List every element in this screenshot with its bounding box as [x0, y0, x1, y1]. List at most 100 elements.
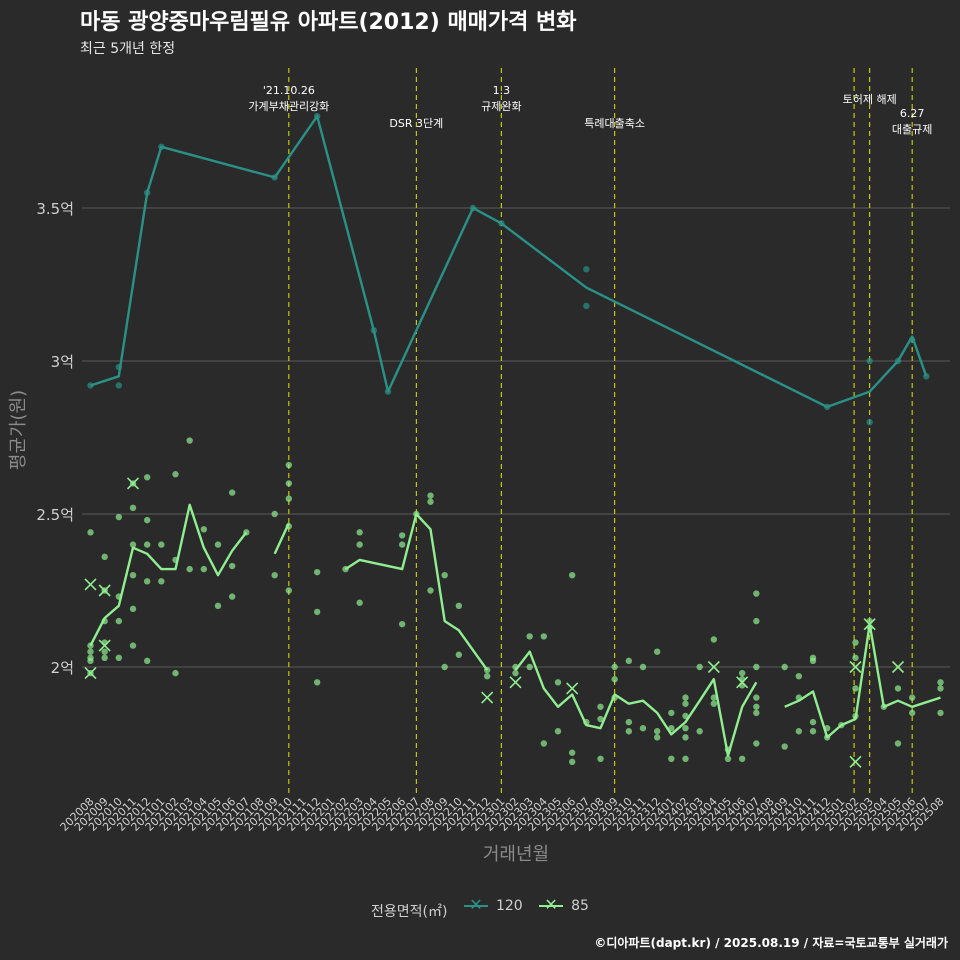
data-point-85	[200, 565, 208, 573]
data-point-85	[568, 758, 576, 766]
data-point-85	[101, 654, 108, 662]
data-point-85	[356, 599, 363, 606]
y-tick-label: 2억	[51, 659, 74, 677]
data-point-85	[852, 654, 859, 662]
data-point-85	[101, 553, 108, 561]
cross-marker-85	[891, 660, 905, 674]
series-line-85	[89, 503, 248, 647]
cross-stroke	[566, 682, 579, 695]
legend-item-85: ✕ 85	[537, 895, 589, 916]
cross-stroke	[84, 667, 97, 680]
data-point-85	[937, 685, 944, 692]
event-label-6: 대출규제	[892, 123, 932, 136]
data-point-85	[738, 755, 746, 762]
event-label-6: 6.27	[900, 107, 925, 120]
data-point-85	[540, 740, 548, 747]
cross-marker-85	[849, 755, 862, 768]
data-point-85	[441, 572, 448, 579]
data-point-85	[158, 541, 165, 548]
cross-marker-85	[736, 676, 749, 689]
data-point-85	[639, 725, 647, 732]
cross-stroke	[509, 676, 522, 689]
data-point-85	[625, 728, 633, 735]
chart-title: 마동 광양중마우림필유 아파트(2012) 매매가격 변화	[80, 10, 577, 35]
data-point-85	[597, 715, 604, 723]
data-point-85	[908, 694, 916, 701]
data-point-85	[228, 489, 236, 496]
data-point-85	[568, 572, 576, 579]
data-point-85	[455, 651, 463, 658]
data-point-85	[894, 740, 902, 747]
data-point-85	[696, 728, 703, 735]
cross-marker-85	[509, 676, 522, 689]
data-point-85	[738, 669, 746, 677]
y-tick-label: 3억	[51, 353, 74, 371]
data-point-85	[129, 504, 137, 512]
data-point-85	[908, 709, 916, 717]
data-point-85	[427, 492, 434, 499]
data-point-85	[611, 663, 618, 671]
data-point-85	[668, 709, 675, 717]
data-point-85	[894, 685, 902, 692]
data-point-85	[597, 703, 604, 710]
cross-stroke	[126, 477, 140, 490]
data-point-85	[653, 648, 661, 655]
data-point-85	[186, 565, 193, 573]
series-line-85	[344, 512, 489, 671]
event-label-1: DSR 3단계	[389, 117, 443, 130]
series-line-85	[784, 623, 941, 739]
data-point-85	[710, 636, 718, 643]
data-point-85	[795, 672, 803, 680]
data-point-85	[172, 471, 179, 478]
data-point-85	[625, 718, 633, 726]
data-point-120	[866, 419, 873, 426]
event-label-3: 특례대출축소	[584, 117, 645, 130]
x-axis-title: 거래년월	[483, 844, 549, 865]
data-point-85	[186, 437, 193, 444]
legend-label-85: 85	[571, 898, 589, 914]
cross-marker-85	[84, 578, 97, 591]
data-point-85	[129, 605, 137, 613]
data-point-85	[753, 617, 760, 625]
cross-stroke	[84, 578, 97, 591]
data-point-85	[781, 743, 788, 750]
data-point-85	[285, 480, 293, 487]
cross-marker-85	[707, 660, 720, 674]
data-point-85	[87, 648, 94, 655]
data-point-85	[313, 679, 321, 686]
data-point-85	[285, 495, 293, 502]
event-label-0: '21.10.26	[263, 84, 315, 97]
grid-layer	[82, 207, 950, 668]
data-point-85	[696, 663, 703, 671]
cross-stroke	[481, 691, 494, 704]
data-point-85	[143, 657, 151, 665]
data-point-85	[356, 541, 363, 548]
cross-stroke	[98, 639, 111, 652]
data-point-85	[639, 663, 647, 671]
legend: 전용면적(㎡) ✕ 120 ✕ 85	[0, 895, 960, 921]
cross-marker-85	[863, 618, 876, 631]
cross-marker-85	[98, 584, 111, 597]
data-point-85	[129, 572, 137, 579]
data-point-85	[710, 694, 718, 701]
y-tick-label: 2.5억	[36, 506, 74, 524]
legend-key-120: ✕	[462, 895, 490, 916]
data-point-85	[158, 578, 165, 585]
cross-marker-85	[481, 691, 494, 704]
data-point-85	[356, 529, 363, 536]
data-point-85	[313, 568, 321, 576]
series-line-85	[273, 522, 290, 555]
data-point-85	[87, 529, 94, 536]
cross-stroke	[849, 660, 862, 674]
event-label-5: 토허제 해제	[843, 92, 897, 106]
data-point-85	[427, 587, 434, 594]
data-point-85	[682, 725, 689, 732]
data-point-85	[611, 676, 618, 683]
data-point-85	[937, 679, 944, 686]
data-point-85	[724, 755, 732, 762]
data-point-85	[809, 657, 817, 665]
legend-item-120: ✕ 120	[462, 895, 523, 916]
data-point-85	[129, 541, 137, 548]
data-point-85	[271, 572, 278, 579]
cross-stroke	[863, 618, 876, 631]
